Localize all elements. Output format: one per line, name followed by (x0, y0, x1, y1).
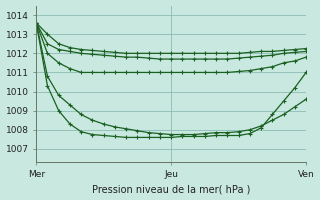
X-axis label: Pression niveau de la mer( hPa ): Pression niveau de la mer( hPa ) (92, 184, 250, 194)
